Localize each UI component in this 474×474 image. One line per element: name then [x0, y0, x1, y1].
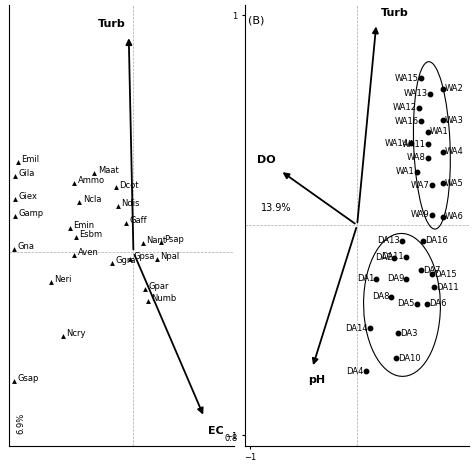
- Text: Npal: Npal: [161, 253, 180, 262]
- Text: Turb: Turb: [381, 8, 409, 18]
- Text: Esbm: Esbm: [79, 230, 102, 239]
- Text: DA14: DA14: [345, 324, 368, 332]
- Text: Giex: Giex: [19, 192, 38, 201]
- Text: DA8: DA8: [372, 292, 389, 301]
- Text: WA12: WA12: [393, 103, 417, 112]
- Text: Gpar: Gpar: [149, 282, 169, 291]
- Text: Ggra: Ggra: [116, 256, 136, 265]
- Text: Gaff: Gaff: [130, 216, 147, 225]
- Text: WA1: WA1: [396, 167, 415, 176]
- Text: WA2: WA2: [445, 84, 464, 93]
- Text: WA8: WA8: [407, 154, 426, 163]
- Text: DA11: DA11: [436, 283, 459, 292]
- Text: WA16: WA16: [395, 117, 419, 126]
- Text: DA9: DA9: [387, 274, 404, 283]
- Text: DA3: DA3: [400, 329, 417, 338]
- Text: WA15: WA15: [395, 74, 419, 82]
- Text: WA13: WA13: [403, 90, 428, 99]
- Text: DA10: DA10: [398, 354, 420, 363]
- Text: DA1: DA1: [357, 274, 374, 283]
- Text: DA5: DA5: [397, 300, 415, 309]
- Text: WA5: WA5: [445, 179, 464, 188]
- Text: Emin: Emin: [73, 221, 94, 229]
- Text: (B): (B): [248, 15, 264, 25]
- Text: 0.8: 0.8: [225, 434, 238, 443]
- Text: WA4: WA4: [445, 147, 464, 156]
- Text: WA6: WA6: [445, 212, 464, 221]
- Text: pH: pH: [308, 375, 325, 385]
- Text: Ammo: Ammo: [78, 176, 105, 185]
- Text: Ncry: Ncry: [66, 329, 86, 338]
- Text: DA4: DA4: [346, 366, 364, 375]
- Text: Ncla: Ncla: [82, 195, 101, 204]
- Text: DA13: DA13: [377, 237, 400, 246]
- Text: EC: EC: [208, 427, 224, 437]
- Text: WA7: WA7: [411, 181, 430, 190]
- Text: 6.9%: 6.9%: [17, 412, 26, 434]
- Text: Ndis: Ndis: [122, 200, 140, 209]
- Text: Gpsa: Gpsa: [133, 253, 155, 262]
- Text: Neri: Neri: [55, 275, 72, 284]
- Text: Dcot: Dcot: [119, 181, 139, 190]
- Text: WA14: WA14: [384, 139, 409, 148]
- Text: DA2: DA2: [375, 253, 392, 262]
- Text: DA7: DA7: [423, 266, 441, 275]
- Text: WA9: WA9: [411, 210, 430, 219]
- Text: Emil: Emil: [21, 155, 39, 164]
- Text: Psap: Psap: [164, 235, 184, 244]
- Text: DA6: DA6: [428, 300, 446, 309]
- Text: DA15: DA15: [434, 270, 456, 279]
- Text: WA1: WA1: [430, 127, 448, 136]
- Text: Turb: Turb: [98, 18, 125, 28]
- Text: WA11: WA11: [401, 140, 426, 149]
- Text: DA16: DA16: [426, 237, 448, 246]
- Text: Aven: Aven: [78, 248, 99, 257]
- Text: Gna: Gna: [18, 242, 35, 251]
- Text: 13.9%: 13.9%: [261, 202, 292, 212]
- Text: Nant: Nant: [146, 236, 166, 245]
- Text: DO: DO: [257, 155, 276, 165]
- Text: Gsap: Gsap: [18, 374, 39, 383]
- Text: Numb: Numb: [151, 294, 176, 303]
- Text: Gila: Gila: [19, 169, 35, 178]
- Text: DA11: DA11: [382, 252, 404, 261]
- Text: WA3: WA3: [445, 116, 464, 125]
- Text: Gamp: Gamp: [19, 209, 44, 218]
- Text: Maat: Maat: [98, 166, 119, 175]
